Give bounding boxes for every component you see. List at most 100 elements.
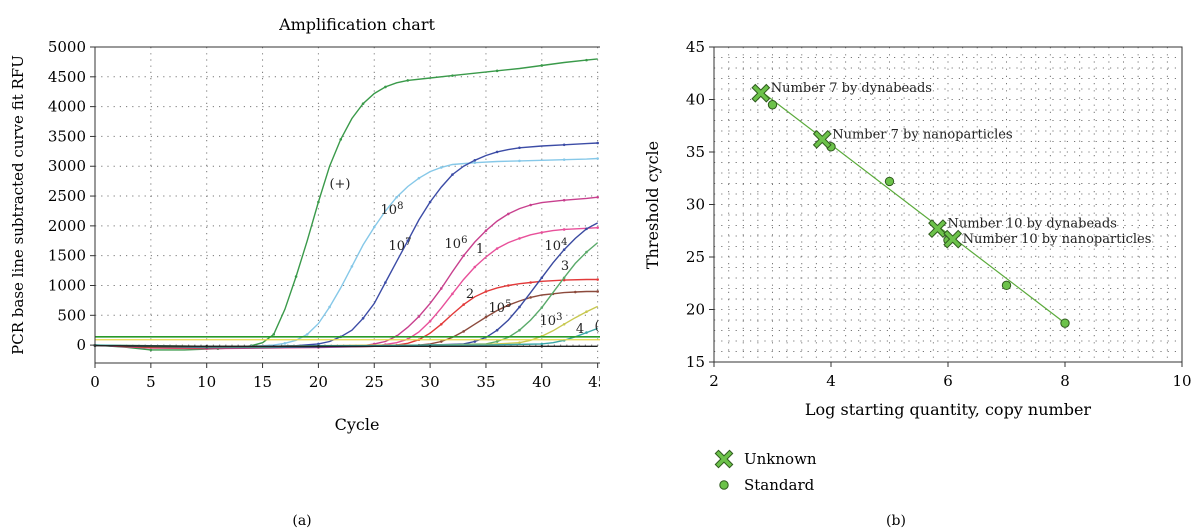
- chart-b-y-axis-label: Threshold cycle: [643, 141, 662, 269]
- chart-b-x-ticks: 2 4 6 8 10: [709, 362, 1191, 390]
- series-annotation: (+): [329, 177, 350, 192]
- chart-a-y-axis-label: PCR base line subtracted curve fit RFU: [9, 55, 27, 355]
- series-annotation: 108: [381, 201, 404, 219]
- series-point: [574, 290, 577, 294]
- series-point: [540, 231, 544, 234]
- chart-a-series-group: [93, 58, 599, 352]
- series-point: [305, 333, 309, 336]
- series-point: [417, 176, 421, 180]
- series-point: [361, 316, 365, 320]
- series-point: [495, 247, 499, 250]
- series-point: [283, 342, 287, 345]
- point-label: Number 10 by nanoparticles: [963, 232, 1152, 247]
- x-tick-label: 35: [476, 373, 495, 391]
- series-point: [350, 265, 354, 268]
- series-point: [484, 229, 488, 232]
- regression-line: [760, 90, 1066, 324]
- series-point: [384, 85, 387, 89]
- unknown-point: [943, 229, 963, 249]
- series-annotation: (−): [594, 319, 600, 334]
- chart-a-panel-label: (a): [292, 513, 311, 529]
- series-annotation: 1: [476, 242, 484, 257]
- series-line: [94, 242, 599, 348]
- series-point: [562, 143, 566, 147]
- series-line: [94, 196, 598, 349]
- series-line: [94, 227, 598, 350]
- series-point: [562, 198, 566, 202]
- x-tick-label: 25: [365, 373, 384, 391]
- series-line: [94, 58, 598, 351]
- series-point: [495, 328, 499, 332]
- series-point: [484, 290, 488, 293]
- series-point: [428, 200, 432, 204]
- point-label: Number 10 by dynabeads: [947, 217, 1116, 232]
- chart-b-panel-label: (b): [886, 513, 906, 529]
- series-point: [495, 69, 499, 73]
- chart-b-grid: [714, 47, 1182, 362]
- series-annotation: 103: [540, 312, 563, 330]
- legend-standard-marker: [719, 480, 729, 490]
- x-tick-label: 6: [943, 372, 953, 390]
- series-point: [428, 319, 432, 323]
- series-point: [462, 330, 465, 333]
- series-point: [585, 310, 588, 314]
- y-tick-label: 3500: [48, 127, 86, 145]
- series-annotation: 4: [576, 322, 584, 337]
- series-point: [540, 345, 544, 348]
- chart-a-threshold: [95, 335, 600, 341]
- series-point: [462, 303, 465, 306]
- series-point: [540, 306, 544, 309]
- series-annotation: 104: [545, 237, 568, 255]
- series-point: [149, 348, 153, 352]
- series-point: [451, 173, 454, 176]
- series-annotation: 3: [561, 259, 569, 274]
- series-line: [94, 278, 598, 349]
- x-tick-label: 2: [709, 372, 719, 390]
- legend-unknown-label: Unknown: [744, 450, 817, 468]
- series-point: [596, 195, 599, 199]
- x-tick-label: 15: [253, 373, 272, 391]
- series-point: [439, 322, 443, 326]
- standard-point: [767, 100, 778, 110]
- series-point: [562, 248, 566, 252]
- y-tick-label: 4000: [48, 98, 86, 116]
- series-point: [439, 166, 443, 169]
- series-point: [495, 340, 499, 343]
- series-point: [205, 345, 209, 348]
- series-point: [596, 157, 599, 160]
- chart-b-points: Number 7 by dynabeads Number 7 by nanopar…: [751, 81, 1152, 328]
- x-tick-label: 8: [1060, 372, 1070, 390]
- legend-standard-label: Standard: [744, 476, 815, 494]
- standard-point: [1060, 318, 1070, 328]
- x-tick-label: 5: [146, 373, 156, 391]
- series-point: [506, 212, 510, 216]
- series-point: [562, 276, 566, 280]
- series-point: [518, 305, 521, 309]
- series-point: [518, 237, 521, 240]
- series-point: [439, 287, 443, 290]
- series-point: [473, 161, 477, 164]
- y-tick-label: 0: [76, 336, 86, 354]
- legend-unknown-marker: [714, 449, 734, 469]
- series-point: [518, 146, 521, 150]
- standard-point: [1001, 280, 1012, 291]
- series-point: [518, 159, 521, 163]
- x-tick-label: 45: [588, 373, 600, 391]
- series-point: [417, 315, 421, 318]
- chart-b-x-axis-label: Log starting quantity, copy number: [805, 400, 1092, 419]
- chart-b-fit-line: [760, 90, 1066, 324]
- series-point: [562, 158, 566, 161]
- series-point: [596, 226, 599, 229]
- y-tick-label: 20: [686, 301, 705, 319]
- series-point: [406, 79, 410, 82]
- series-point: [529, 203, 532, 207]
- unknown-point: [751, 83, 771, 103]
- x-tick-label: 30: [421, 373, 440, 391]
- series-point: [384, 281, 387, 284]
- y-tick-label: 5000: [48, 38, 86, 56]
- unknown-point: [812, 130, 832, 149]
- series-line: [94, 290, 598, 349]
- series-point: [585, 250, 588, 254]
- y-tick-label: 2500: [48, 187, 86, 205]
